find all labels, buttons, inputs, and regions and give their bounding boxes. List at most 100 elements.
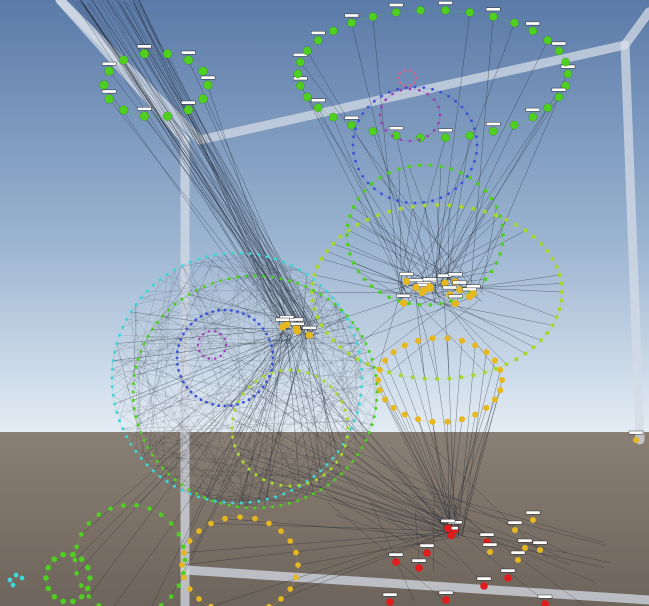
graph-node[interactable]	[426, 134, 429, 138]
graph-node[interactable]	[378, 176, 382, 180]
graph-node[interactable]	[196, 257, 200, 261]
graph-node[interactable]	[306, 481, 310, 485]
graph-node[interactable]	[198, 337, 201, 341]
hub-yellow-mid-node[interactable]	[396, 293, 411, 307]
graph-node[interactable]	[45, 564, 51, 571]
graph-node[interactable]	[345, 242, 350, 247]
graph-node[interactable]	[370, 182, 374, 186]
graph-node[interactable]	[211, 310, 215, 313]
graph-node[interactable]	[365, 362, 370, 367]
graph-node[interactable]	[248, 500, 252, 504]
graph-node[interactable]	[355, 357, 360, 362]
graph-node[interactable]	[185, 385, 189, 389]
graph-node[interactable]	[257, 390, 261, 394]
graph-node[interactable]	[356, 453, 360, 457]
graph-node[interactable]	[223, 349, 226, 353]
graph-node[interactable]	[271, 356, 275, 360]
graph-node[interactable]	[407, 301, 411, 306]
graph-node[interactable]	[422, 376, 427, 381]
graph-node[interactable]	[404, 201, 408, 204]
graph-node[interactable]	[85, 564, 91, 571]
graph-node[interactable]	[387, 370, 392, 375]
graph-node[interactable]	[242, 312, 245, 316]
graph-node[interactable]	[108, 506, 113, 511]
graph-node[interactable]	[354, 159, 357, 163]
graph-node[interactable]	[498, 252, 502, 256]
graph-node[interactable]	[265, 255, 269, 259]
graph-node[interactable]	[182, 332, 185, 336]
red-node[interactable]	[438, 590, 454, 604]
graph-node[interactable]	[356, 196, 361, 201]
graph-node[interactable]	[489, 196, 494, 201]
graph-nodes[interactable]	[7, 1, 644, 606]
graph-node[interactable]	[199, 315, 203, 318]
graph-node[interactable]	[465, 8, 475, 17]
graph-node[interactable]	[72, 557, 78, 563]
graph-node[interactable]	[236, 400, 240, 404]
graph-node[interactable]	[110, 367, 114, 371]
graph-node[interactable]	[359, 359, 363, 363]
graph-node[interactable]	[213, 330, 217, 333]
graph-node[interactable]	[254, 473, 258, 477]
graph-node[interactable]	[557, 307, 562, 311]
graph-node[interactable]	[227, 277, 231, 281]
graph-node[interactable]	[217, 309, 221, 312]
graph-node[interactable]	[319, 283, 323, 287]
graph-node[interactable]	[213, 253, 217, 257]
graph-node[interactable]	[561, 57, 571, 67]
graph-node[interactable]	[470, 167, 473, 171]
graph-node[interactable]	[297, 369, 301, 373]
graph-node[interactable]	[472, 411, 479, 418]
graph-node[interactable]	[302, 92, 312, 102]
graph-node[interactable]	[404, 86, 408, 89]
graph-node[interactable]	[428, 303, 433, 307]
hub-yellow-mid-node[interactable]	[466, 284, 481, 298]
graph-node[interactable]	[158, 475, 162, 478]
graph-node[interactable]	[158, 603, 164, 606]
graph-node[interactable]	[118, 105, 129, 115]
graph-node[interactable]	[231, 417, 235, 421]
graph-node[interactable]	[176, 532, 181, 537]
graph-node[interactable]	[167, 472, 171, 476]
graph-node[interactable]	[131, 390, 135, 394]
graph-node[interactable]	[326, 483, 330, 487]
graph-node[interactable]	[168, 521, 174, 526]
graph-node[interactable]	[338, 234, 343, 239]
graph-node[interactable]	[248, 252, 252, 256]
graph-node[interactable]	[207, 330, 211, 333]
graph-node[interactable]	[315, 264, 320, 269]
graph-node[interactable]	[139, 350, 143, 353]
graph-node[interactable]	[180, 264, 184, 268]
graph-node[interactable]	[346, 228, 351, 233]
graph-node[interactable]	[247, 467, 251, 471]
graph-node[interactable]	[129, 310, 133, 314]
graph-node[interactable]	[344, 115, 359, 130]
graph-node[interactable]	[118, 419, 121, 423]
graph-node[interactable]	[134, 450, 138, 453]
graph-node[interactable]	[370, 423, 374, 427]
graph-node[interactable]	[278, 596, 284, 602]
graph-node[interactable]	[257, 499, 261, 503]
graph-node[interactable]	[413, 201, 417, 205]
graph-node[interactable]	[222, 500, 226, 504]
graph-node[interactable]	[449, 299, 453, 303]
graph-node[interactable]	[329, 385, 333, 389]
graph-node[interactable]	[223, 337, 226, 341]
graph-node[interactable]	[551, 87, 567, 102]
graph-node[interactable]	[202, 354, 205, 358]
graph-node[interactable]	[340, 452, 344, 456]
graph-node[interactable]	[550, 323, 555, 328]
graph-node[interactable]	[435, 203, 439, 207]
graph-node[interactable]	[333, 478, 337, 482]
graph-node[interactable]	[376, 366, 383, 373]
graph-node[interactable]	[312, 492, 315, 496]
graph-node[interactable]	[489, 269, 494, 274]
graph-node[interactable]	[189, 390, 193, 394]
graph-node[interactable]	[491, 396, 498, 403]
hub-yellow-left-node[interactable]	[302, 326, 317, 339]
graph-node[interactable]	[447, 192, 450, 196]
graph-node[interactable]	[345, 435, 349, 439]
graph-node[interactable]	[439, 301, 443, 306]
graph-node[interactable]	[287, 586, 294, 592]
graph-node[interactable]	[483, 349, 490, 356]
